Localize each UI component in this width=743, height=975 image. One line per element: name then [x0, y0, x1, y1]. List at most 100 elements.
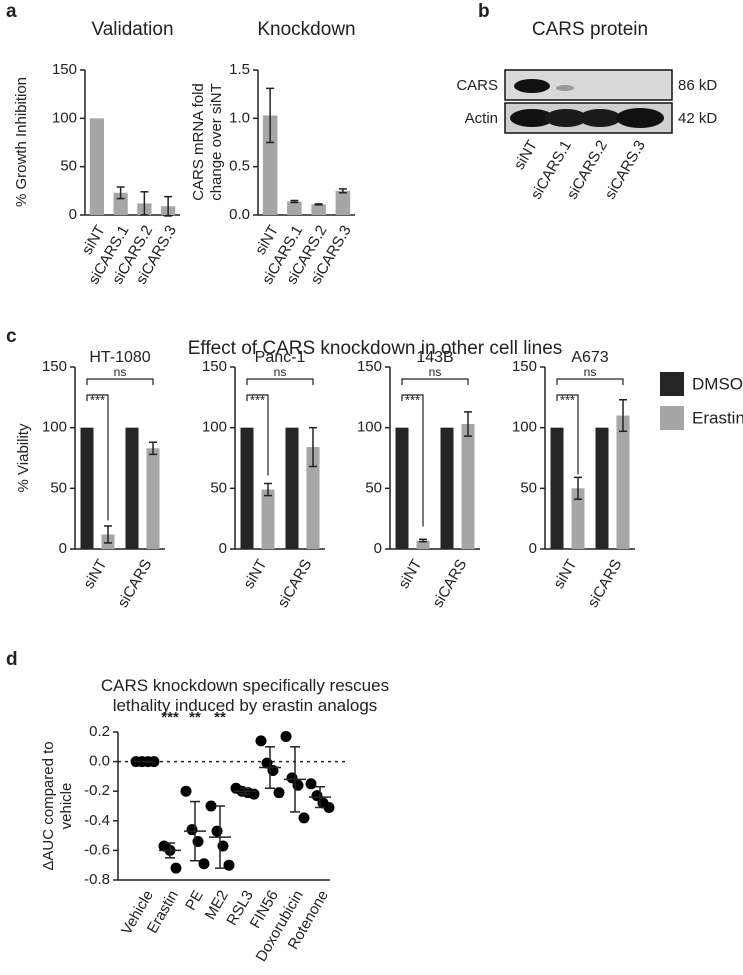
- dot: [305, 778, 317, 790]
- annotation: ns: [429, 365, 442, 379]
- y-tick-label: 100: [202, 419, 227, 436]
- y-tick-label: 150: [42, 358, 67, 375]
- y-tick-label: 0.0: [89, 753, 110, 770]
- y-axis-label: CARS mRNA fold change over siNT: [190, 83, 225, 201]
- significance-bracket: [86, 378, 154, 385]
- significance-bracket: [401, 378, 469, 385]
- y-tick-label: 150: [512, 358, 537, 375]
- panel-label: a: [6, 1, 17, 22]
- significance-bracket: [86, 394, 109, 521]
- bar: [306, 447, 320, 549]
- annotation: ns: [114, 365, 127, 379]
- chart-title: Validation: [91, 19, 173, 40]
- bar: [550, 427, 564, 549]
- dot: [205, 800, 217, 812]
- panel-label: b: [478, 1, 490, 22]
- y-axis-label: % Growth Inhibition: [13, 76, 30, 208]
- dot: [192, 836, 204, 848]
- annotation: ns: [584, 365, 597, 379]
- significance-bracket: [246, 394, 269, 476]
- dot: [211, 825, 223, 837]
- significance-bracket: [556, 394, 579, 475]
- annotation: **: [214, 709, 226, 726]
- y-tick-label: 0: [219, 540, 227, 557]
- y-tick-label: 0.5: [229, 158, 250, 175]
- annotation: **: [189, 709, 201, 726]
- dot: [170, 862, 182, 874]
- x-tick-label: siNT: [80, 556, 110, 591]
- chart-title: HT-1080: [89, 349, 150, 366]
- annotation: ns: [274, 365, 287, 379]
- band: [510, 109, 554, 127]
- y-tick-label: 0: [59, 540, 67, 557]
- y-axis-label: % Viability: [15, 423, 32, 493]
- y-tick-label: 150: [357, 358, 382, 375]
- dot: [267, 764, 279, 776]
- bar: [285, 427, 299, 549]
- panel-label: d: [6, 649, 18, 670]
- x-tick-label: PE: [182, 887, 207, 913]
- legend-label: DMSO: [692, 374, 743, 393]
- band: [556, 85, 574, 91]
- bar: [146, 448, 160, 549]
- y-tick-label: 50: [520, 479, 537, 496]
- dot: [186, 824, 198, 836]
- blot-size: 86 kD: [678, 77, 717, 94]
- y-tick-label: -0.8: [84, 871, 110, 888]
- x-tick-label: siNT: [240, 556, 270, 591]
- y-tick-label: 150: [202, 358, 227, 375]
- y-tick-label: 1.0: [229, 109, 250, 126]
- dot: [273, 787, 285, 799]
- y-tick-label: 0: [529, 540, 537, 557]
- annotation: ***: [250, 392, 265, 407]
- y-tick-label: 50: [210, 479, 227, 496]
- legend-swatch: [660, 372, 684, 396]
- x-tick-label: siCARS: [429, 556, 470, 610]
- annotation: ***: [560, 392, 575, 407]
- bar: [595, 427, 609, 549]
- significance-bracket: [246, 378, 314, 385]
- dot: [292, 779, 304, 791]
- blot-row-label: CARS: [456, 77, 498, 94]
- significance-bracket: [401, 394, 424, 527]
- y-tick-label: 50: [365, 479, 382, 496]
- band: [579, 109, 621, 127]
- x-tick-label: siCARS: [584, 556, 625, 610]
- legend-swatch: [660, 406, 684, 430]
- y-axis-label: ΔAUC compared to vehicle: [40, 741, 75, 871]
- significance-bracket: [556, 378, 624, 385]
- chart-title: Panc-1: [255, 349, 306, 366]
- dot: [298, 812, 310, 824]
- bar: [416, 540, 430, 549]
- dot: [217, 840, 229, 852]
- x-tick-label: siNT: [395, 556, 425, 591]
- y-tick-label: 150: [52, 61, 77, 78]
- chart-title: CARS knockdown specifically rescues leth…: [100, 676, 390, 716]
- band: [514, 79, 550, 93]
- band: [545, 109, 587, 127]
- blot-title: CARS protein: [532, 19, 648, 40]
- bar: [395, 427, 409, 549]
- panel-title: Effect of CARS knockdown in other cell l…: [188, 338, 563, 359]
- dot: [223, 859, 235, 871]
- legend-label: Erastin: [692, 408, 743, 427]
- y-tick-label: 0: [374, 540, 382, 557]
- bar: [311, 204, 326, 215]
- bar: [461, 424, 475, 549]
- chart-title: 143B: [416, 349, 453, 366]
- chart-title: A673: [571, 349, 608, 366]
- bar: [240, 427, 254, 549]
- y-tick-label: 100: [512, 419, 537, 436]
- bar: [440, 427, 454, 549]
- x-tick-label: siNT: [550, 556, 580, 591]
- annotation: ***: [161, 709, 179, 726]
- bar: [335, 190, 351, 215]
- y-tick-label: 50: [60, 158, 77, 175]
- annotation: ***: [405, 392, 420, 407]
- dot: [248, 788, 260, 800]
- dot: [180, 785, 192, 797]
- y-tick-label: 100: [52, 109, 77, 126]
- blot: [504, 69, 673, 134]
- annotation: ***: [90, 392, 105, 407]
